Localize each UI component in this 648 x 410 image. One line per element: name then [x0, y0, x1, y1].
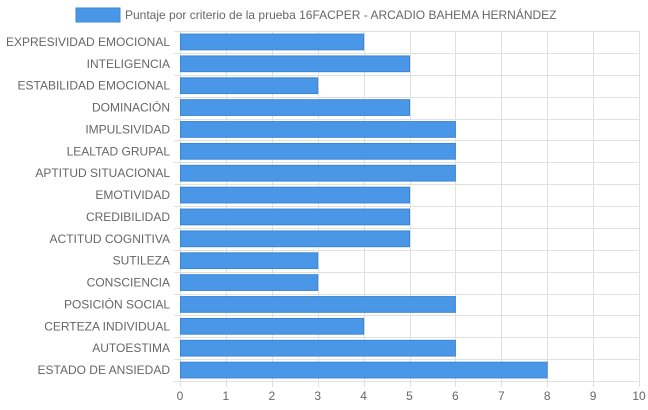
bar[interactable] [180, 55, 410, 73]
bar[interactable] [180, 274, 319, 291]
bar[interactable] [180, 252, 319, 270]
bars [180, 33, 548, 379]
y-tick-label: EXPRESIVIDAD EMOCIONAL [6, 35, 170, 49]
y-axis-labels: EXPRESIVIDAD EMOCIONAL INTELIGENCIA ESTABI… [6, 35, 170, 377]
bar[interactable] [180, 121, 456, 138]
bar[interactable] [180, 208, 410, 226]
bar[interactable] [180, 361, 548, 379]
bar[interactable] [180, 164, 456, 182]
x-tick-label: 7 [498, 389, 505, 403]
legend[interactable]: Puntaje por criterio de la prueba 16FACP… [75, 7, 557, 23]
bar[interactable] [180, 99, 410, 116]
y-tick-label: SUTILEZA [113, 254, 170, 268]
y-tick-label: LEALTAD GRUPAL [67, 144, 171, 158]
legend-swatch [75, 7, 121, 23]
x-tick-label: 8 [544, 389, 551, 403]
x-tick-label: 4 [360, 389, 367, 403]
x-tick-label: 3 [314, 389, 321, 403]
x-axis-labels: 0 1 2 3 4 5 6 7 8 9 10 [177, 389, 646, 403]
y-tick-label: DOMINACIÓN [92, 100, 170, 115]
y-tick-label: APTITUD SITUACIONAL [35, 166, 170, 180]
y-tick-label: ACTITUD COGNITIVA [50, 232, 170, 246]
bar[interactable] [180, 77, 319, 95]
y-tick-label: INTELIGENCIA [87, 57, 170, 71]
bar[interactable] [180, 33, 365, 51]
bar[interactable] [180, 339, 456, 357]
y-tick-label: ESTADO DE ANSIEDAD [38, 363, 171, 377]
y-tick-label: AUTOESTIMA [92, 341, 170, 355]
y-tick-label: CERTEZA INDIVIDUAL [44, 319, 170, 333]
bar[interactable] [180, 230, 410, 248]
bar[interactable] [180, 296, 456, 313]
x-tick-label: 5 [406, 389, 413, 403]
x-tick-label: 6 [452, 389, 459, 403]
y-tick-label: CONSCIENCIA [87, 276, 170, 290]
bar[interactable] [180, 186, 410, 204]
x-tick-label: 1 [223, 389, 230, 403]
y-tick-label: POSICIÓN SOCIAL [64, 296, 170, 311]
legend-label: Puntaje por criterio de la prueba 16FACP… [125, 7, 557, 22]
y-tick-label: EMOTIVIDAD [95, 188, 170, 202]
x-tick-label: 9 [590, 389, 597, 403]
y-tick-label: IMPULSIVIDAD [85, 122, 170, 136]
x-tick-label: 10 [632, 389, 646, 403]
bar[interactable] [180, 142, 456, 160]
y-tick-label: ESTABILIDAD EMOCIONAL [18, 79, 171, 93]
x-tick-label: 2 [268, 389, 275, 403]
bar[interactable] [180, 317, 365, 335]
x-tick-label: 0 [177, 389, 184, 403]
y-tick-label: CREDIBILIDAD [86, 210, 170, 224]
grid [174, 31, 640, 387]
